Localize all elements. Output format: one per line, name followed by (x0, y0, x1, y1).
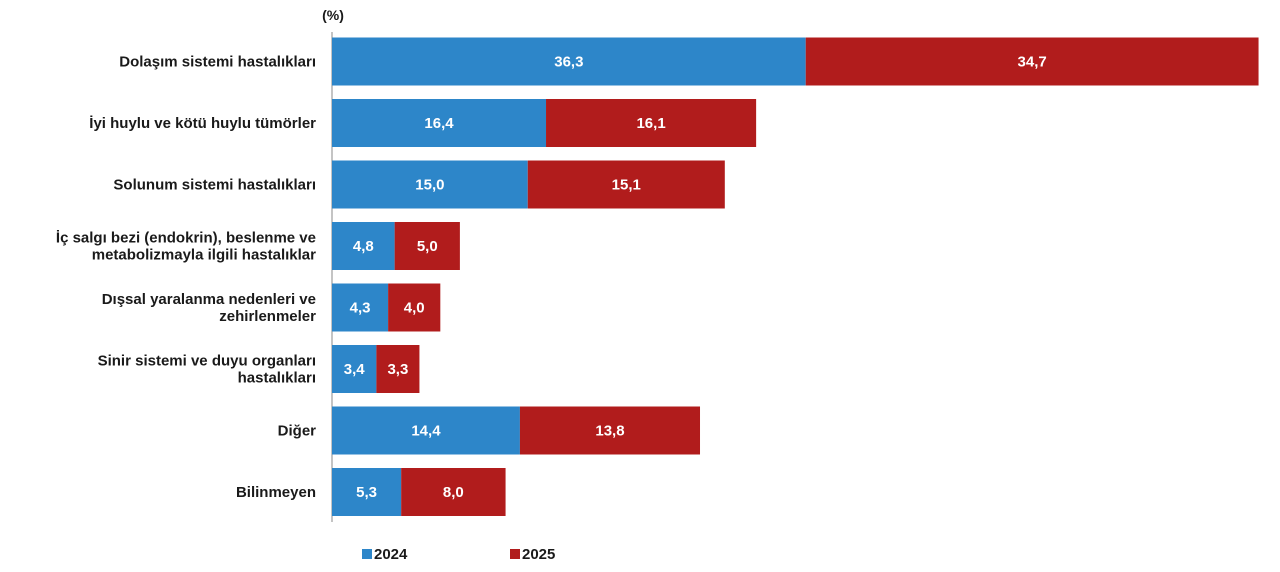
data-label-2025-6: 13,8 (595, 423, 624, 440)
bar-2025-1 (546, 99, 757, 147)
data-label-2025-0: 34,7 (1018, 54, 1047, 71)
bar-2025-6 (519, 406, 701, 455)
category-labels-group: Dolaşım sistemi hastalıkları İyi huylu ve… (56, 54, 316, 502)
category-label-2-line-0: Solunum sistemi hastalıkları (113, 177, 316, 194)
data-label-2024-7: 5,3 (356, 484, 377, 501)
data-label-2025-2: 15,1 (612, 177, 641, 194)
bar-2024-2 (332, 160, 528, 209)
legend-swatch-2025 (510, 549, 520, 559)
category-label-3-line-1: metabolizmayla ilgili hastalıklar (92, 247, 316, 264)
bar-2024-1 (332, 99, 547, 147)
category-label-3-line-0: İç salgı bezi (endokrin), beslenme ve (56, 230, 316, 247)
data-label-2024-0: 36,3 (554, 54, 583, 71)
bar-2024-0 (332, 37, 806, 86)
category-label-6-line-0: Diğer (278, 423, 317, 440)
category-label-5-line-0: Sinir sistemi ve duyu organları (98, 353, 316, 370)
bar-2024-7 (332, 468, 402, 516)
bar-2024-3 (332, 222, 395, 270)
bar-2025-5 (376, 345, 420, 393)
data-label-2025-4: 4,0 (404, 300, 425, 317)
legend: 2024 2025 (362, 546, 555, 563)
data-label-2024-1: 16,4 (424, 115, 454, 132)
category-label-1-line-0: İyi huylu ve kötü huylu tümörler (89, 115, 316, 132)
bars-group: 36,3 34,7 16,4 16,1 15,0 15,1 4,8 5,0 4,3 4,0 3,4 3… (332, 37, 1259, 516)
bar-2024-5 (332, 345, 377, 393)
category-label-0-line-0: Dolaşım sistemi hastalıkları (119, 54, 316, 71)
unit-label: (%) (322, 7, 344, 23)
category-label-7-line-0: Bilinmeyen (236, 484, 316, 501)
data-label-2025-7: 8,0 (443, 484, 464, 501)
data-label-2024-5: 3,4 (344, 361, 366, 378)
category-label-5-line-1: hastalıkları (238, 370, 316, 387)
data-label-2025-3: 5,0 (417, 238, 438, 255)
data-label-2025-1: 16,1 (636, 115, 665, 132)
bar-2025-7 (401, 468, 506, 516)
legend-label-2025: 2025 (522, 546, 555, 563)
legend-label-2024: 2024 (374, 546, 408, 563)
bar-2025-4 (388, 283, 441, 332)
data-label-2025-5: 3,3 (387, 361, 408, 378)
bar-2024-4 (332, 283, 389, 332)
bar-2025-0 (805, 37, 1259, 86)
category-label-4-line-0: Dışsal yaralanma nedenleri ve (102, 291, 316, 308)
data-label-2024-3: 4,8 (353, 238, 374, 255)
bar-2025-3 (394, 222, 460, 270)
category-label-4-line-1: zehirlenmeler (219, 308, 316, 325)
data-label-2024-2: 15,0 (415, 177, 444, 194)
data-label-2024-4: 4,3 (350, 300, 371, 317)
legend-swatch-2024 (362, 549, 372, 559)
bar-2025-2 (527, 160, 725, 209)
data-label-2024-6: 14,4 (411, 423, 441, 440)
bar-2024-6 (332, 406, 520, 455)
